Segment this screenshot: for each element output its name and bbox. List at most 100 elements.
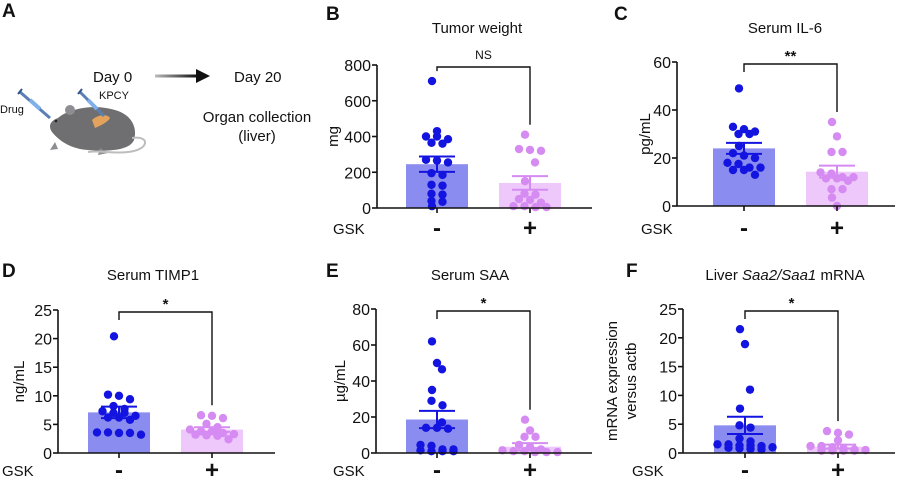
data-point-plus [531,432,540,441]
y-tick-label: 0 [43,446,52,463]
data-point-plus [531,202,540,212]
data-point-minus [427,202,437,211]
panel-letter: B [326,4,340,25]
data-point-plus [827,147,836,157]
data-point-plus [838,147,847,157]
data-point-plus [832,132,842,141]
data-point-plus [827,169,836,178]
data-point-plus [844,430,854,439]
x-axis-label: GSK [641,221,673,238]
panel-a: A Drug KPCY Day 0 Day 20 [0,1,311,155]
panel-letter: F [626,261,638,282]
data-point-plus [520,176,530,186]
data-point-plus [827,185,836,194]
timeline-arrow-icon [155,69,210,83]
data-point-plus [525,145,535,155]
significance-bracket [118,311,213,406]
data-point-plus [525,195,535,205]
data-point-minus [723,158,732,167]
data-point-minus [735,434,744,443]
y-tick-label: 0 [362,201,371,218]
data-point-minus [734,129,743,139]
category-label-plus: + [830,215,844,242]
y-tick-label: 400 [344,130,371,147]
data-point-minus [437,418,447,427]
data-point-minus [449,447,458,456]
organ-liver-label: (liver) [238,128,276,145]
data-point-plus [843,176,853,185]
x-axis-label: GSK [2,463,34,480]
mouse-illustration [50,105,146,155]
data-point-plus [514,144,524,154]
data-point-plus [229,429,239,439]
data-point-plus [514,194,524,204]
data-point-minus [98,407,107,416]
data-point-minus [750,153,760,163]
data-point-minus [734,84,744,93]
data-point-minus [103,428,113,437]
significance-label: ** [785,48,797,65]
category-label-minus: - [433,215,441,242]
chart-title: Liver Saa2/Saa1 mRNA [705,267,864,284]
data-point-plus [806,441,815,451]
data-point-minus [427,76,437,86]
data-point-minus [746,423,755,432]
y-tick-label: 15 [34,360,52,377]
y-tick-label: 200 [344,165,371,182]
data-point-minus [438,190,447,199]
panel-letter: C [614,4,628,25]
data-point-minus [757,445,766,454]
y-tick-label: 0 [668,446,677,463]
data-point-minus [427,180,436,189]
data-point-minus [438,447,447,456]
data-point-plus [520,130,530,139]
panel-b: B Tumor weight mg 0 200 400 600 800 GSK - + NS [325,4,592,242]
data-point-minus [125,395,135,404]
chart-title: Serum SAA [431,267,509,284]
data-point-minus [728,122,738,131]
data-point-minus [443,158,453,167]
data-point-minus [438,139,447,148]
panel-f: F Liver Saa2/Saa1 mRNA mRNA expression vers… [604,261,895,480]
data-point-plus [520,415,530,424]
data-point-plus [213,431,222,441]
panel-letter-a: A [2,1,16,22]
chart-title: Serum IL-6 [748,20,822,37]
data-point-minus [427,189,436,198]
category-label-plus: + [205,457,219,480]
significance-bracket [743,63,838,112]
category-label-plus: + [523,215,537,242]
data-point-minus [120,408,129,418]
data-point-plus [530,158,540,167]
data-point-plus [202,431,211,440]
y-tick-label: 40 [352,374,370,391]
data-point-minus [427,138,436,147]
y-tick-label: 25 [34,303,52,320]
data-point-minus [438,181,447,190]
x-axis-label: GSK [333,221,365,238]
data-point-plus [827,117,837,127]
y-axis-label: µg/mL [332,360,349,402]
data-point-minus [739,165,749,175]
significance-label: * [481,295,487,312]
data-point-minus [125,415,135,425]
organ-collection-label: Organ collection [203,109,311,126]
data-point-minus [745,385,755,394]
data-point-minus [427,337,437,346]
y-tick-label: 10 [659,388,677,405]
category-label-minus: - [740,215,748,242]
category-label-minus: - [741,457,749,480]
data-point-plus [520,432,529,441]
data-point-plus [838,185,847,194]
y-tick-label: 20 [653,151,671,168]
data-point-plus [202,419,211,429]
data-point-plus [185,425,195,434]
x-axis-label: GSK [632,463,664,480]
data-point-minus [745,129,754,139]
data-point-plus [536,146,546,155]
y-axis-label: mRNA expression [604,321,621,441]
data-point-minus [109,332,119,341]
data-point-plus [542,447,551,457]
y-axis-label: pg/mL [637,113,654,155]
data-point-minus [768,443,777,452]
